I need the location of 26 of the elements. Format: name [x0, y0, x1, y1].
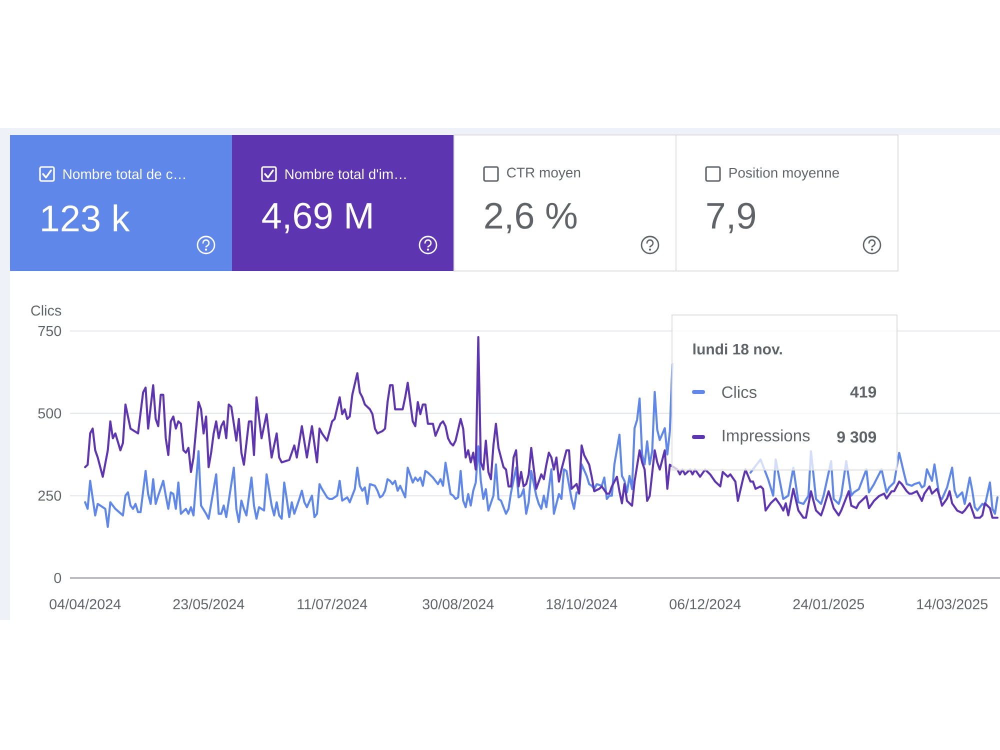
text: Position moyenne: [729, 167, 839, 181]
text: 4,69 M: [262, 202, 372, 234]
annotation: 419: [850, 386, 876, 398]
text: Nombre total d'im…: [285, 168, 406, 180]
text: Nombre total de c…: [63, 168, 185, 180]
x-tick-label: 11/07/2024: [298, 598, 368, 610]
x-tick-label: 23/05/2024: [173, 598, 244, 610]
x-tick-label: 04/04/2024: [50, 598, 121, 610]
x-tick-label: 14/03/2025: [917, 598, 988, 610]
y-axis-title: Clics: [31, 305, 62, 316]
x-tick-label: 24/01/2025: [793, 598, 864, 610]
y-tick-label: 500: [38, 408, 62, 418]
text: 7,9: [707, 202, 756, 234]
x-tick-label: 06/12/2024: [670, 598, 741, 610]
text: 123 k: [42, 204, 130, 232]
legend-title: lundi 18 nov.: [693, 343, 782, 355]
annotation: 9 309: [837, 431, 876, 443]
text: CTR moyen: [507, 168, 580, 180]
text: 2,6 %: [485, 202, 577, 234]
legend-label: Impressions: [722, 429, 810, 445]
y-tick-label: 0: [54, 572, 62, 584]
y-tick-label: 250: [38, 490, 62, 501]
x-tick-label: 30/08/2024: [422, 598, 494, 610]
y-tick-label: 750: [38, 326, 62, 336]
legend-label: Clics: [722, 386, 756, 398]
x-tick-label: 18/10/2024: [546, 598, 618, 610]
